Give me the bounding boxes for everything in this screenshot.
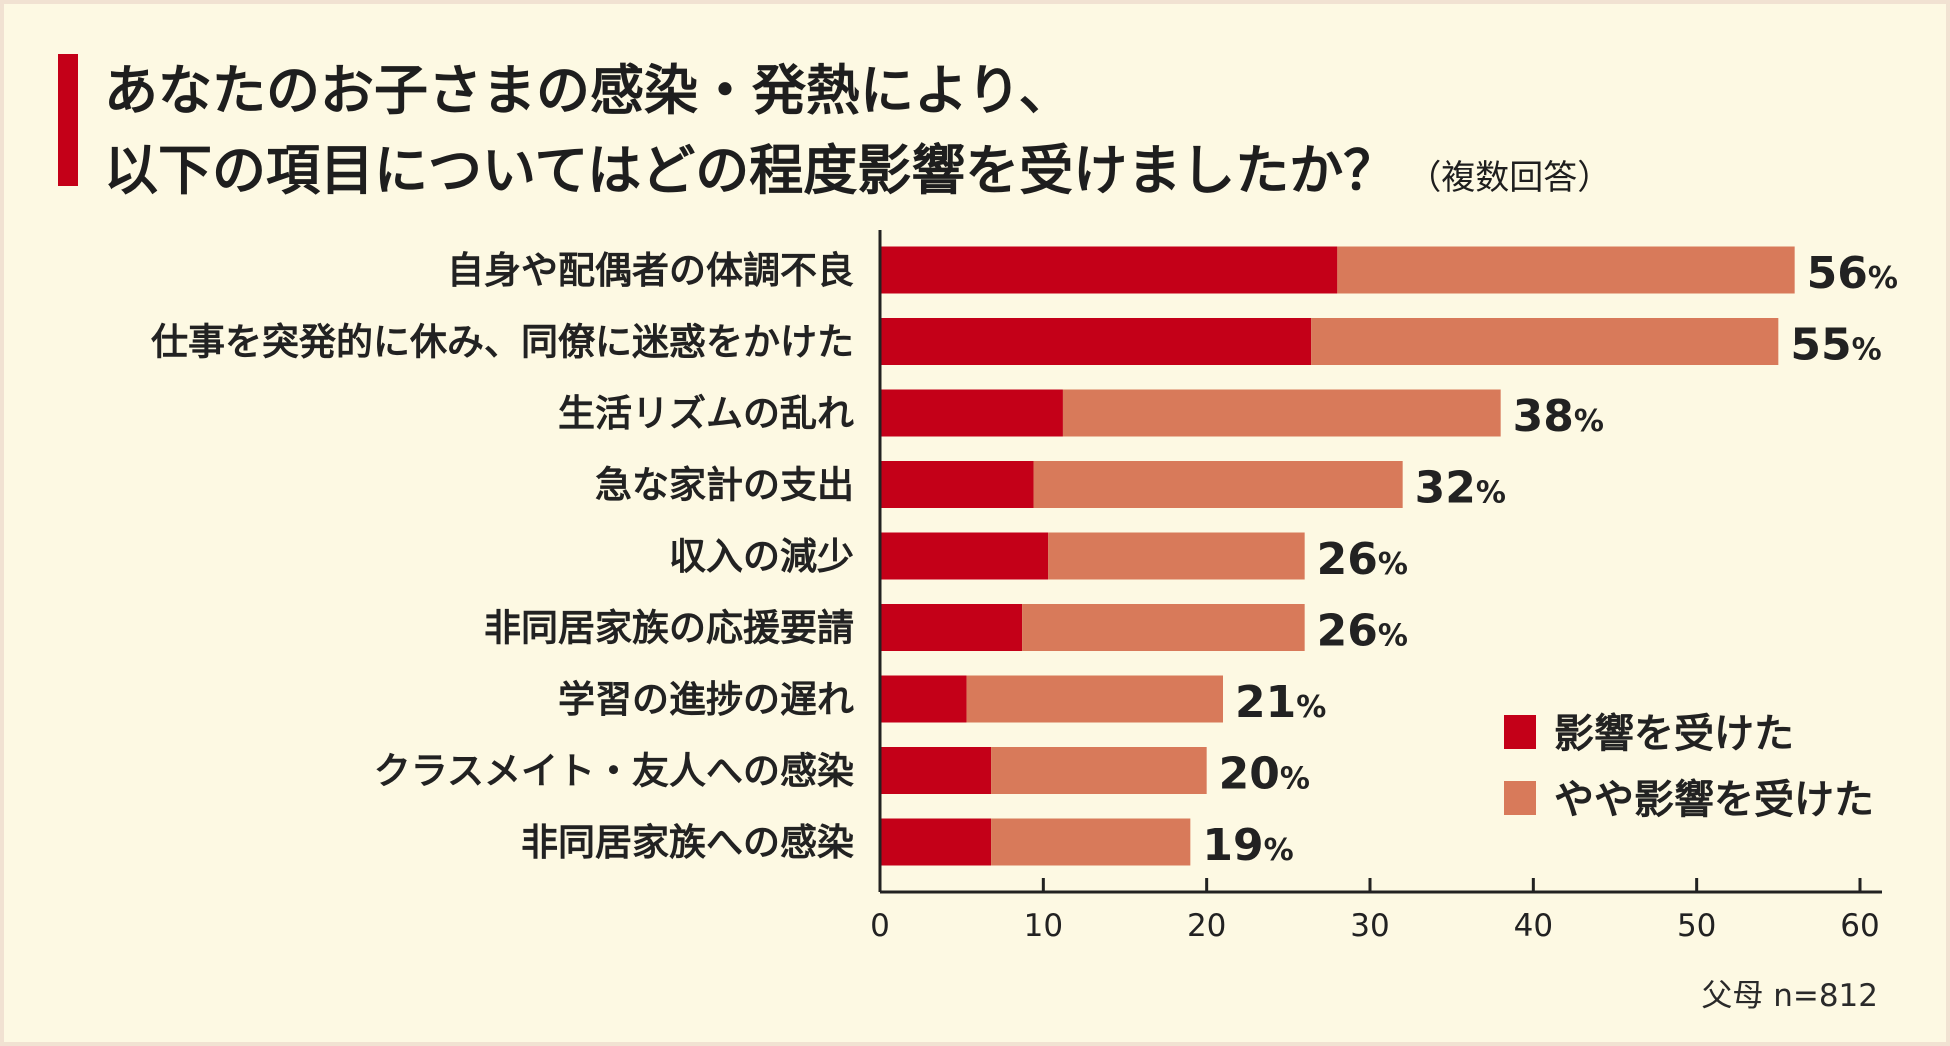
total-value: 20 [1219,749,1280,800]
x-tick-label: 0 [870,908,890,944]
bar-segment-strong [880,246,1338,294]
total-unit: % [1264,833,1294,868]
total-label: 56% [1807,248,1898,299]
total-unit: % [1476,476,1506,511]
legend-label: 影響を受けた [1554,711,1794,757]
total-label: 38% [1513,391,1604,442]
bar-segment-strong [880,461,1034,508]
total-value: 55 [1790,320,1851,371]
total-unit: % [1574,404,1604,439]
category-label: 急な家計の支出 [595,464,854,507]
bar-segment-strong [880,389,1063,437]
category-label: 学習の進捗の遅れ [558,678,854,721]
total-unit: % [1378,547,1408,582]
total-label: 32% [1415,463,1506,514]
category-label: クラスメイト・友人への感染 [374,750,854,793]
total-unit: % [1280,762,1310,797]
category-label: 自身や配偶者の体調不良 [447,249,854,292]
bar-segment-moderate [1062,389,1501,437]
x-tick-label: 60 [1840,908,1879,944]
bar-segment-strong [880,318,1312,365]
total-unit: % [1296,690,1326,725]
total-value: 56 [1807,248,1868,299]
total-unit: % [1378,619,1408,654]
total-value: 19 [1202,820,1263,871]
legend-swatch [1504,781,1536,815]
total-label: 55% [1790,320,1881,371]
bar-segment-strong [880,675,967,723]
total-value: 26 [1317,606,1378,657]
bar-segment-strong [880,532,1049,580]
chart-title-line-2-text: 以下の項目についてはどの程度影響を受けましたか？ [104,139,1398,202]
bar-segment-strong [880,818,992,866]
bar-segment-moderate [1337,246,1795,294]
legend-swatch [1504,715,1536,749]
bar-segment-moderate [1311,318,1779,365]
total-value: 38 [1513,391,1574,442]
x-tick-label: 20 [1187,908,1226,944]
x-tick-label: 50 [1677,908,1716,944]
category-label: 非同居家族の応援要請 [484,607,854,650]
category-label: 非同居家族への感染 [521,821,854,864]
total-label: 26% [1317,534,1408,585]
total-value: 26 [1317,534,1378,585]
total-unit: % [1852,333,1882,368]
category-label: 収入の減少 [669,535,854,578]
bar-segment-strong [880,604,1023,651]
bar-segment-strong [880,747,992,794]
bar-segment-moderate [1033,461,1403,508]
total-unit: % [1868,261,1898,296]
category-label: 生活リズムの乱れ [558,392,854,435]
bar-segment-moderate [1048,532,1305,580]
bar-segment-moderate [966,675,1223,723]
legend-label: やや影響を受けた [1554,777,1874,823]
total-label: 19% [1202,820,1293,871]
total-value: 21 [1235,677,1296,728]
x-tick-label: 40 [1514,908,1553,944]
title-accent-bar [58,54,78,186]
total-label: 26% [1317,606,1408,657]
total-value: 32 [1415,463,1476,514]
stacked-bar-chart: 自身や配偶者の体調不良 56% 仕事を突発的に休み、同僚に迷惑をかけた 55% 生活リズ… [151,230,1898,944]
bar-segment-moderate [1022,604,1305,651]
x-tick-label: 30 [1350,908,1389,944]
chart-title-note: （複数回答） [1407,158,1612,198]
x-tick-label: 10 [1024,908,1063,944]
total-label: 20% [1219,749,1310,800]
chart-title-line-1: あなたのお子さまの感染・発熱により、 [104,59,1073,122]
sample-size-note: 父母 n=812 [1701,978,1878,1014]
category-label: 仕事を突発的に休み、同僚に迷惑をかけた [151,321,854,364]
chart-title-line-2: 以下の項目についてはどの程度影響を受けましたか？ （複数回答） [104,126,1611,205]
bar-segment-moderate [991,747,1207,794]
chart-panel: あなたのお子さまの感染・発熱により、 以下の項目についてはどの程度影響を受けまし… [4,4,1946,1042]
total-label: 21% [1235,677,1326,728]
bar-segment-moderate [991,818,1191,866]
